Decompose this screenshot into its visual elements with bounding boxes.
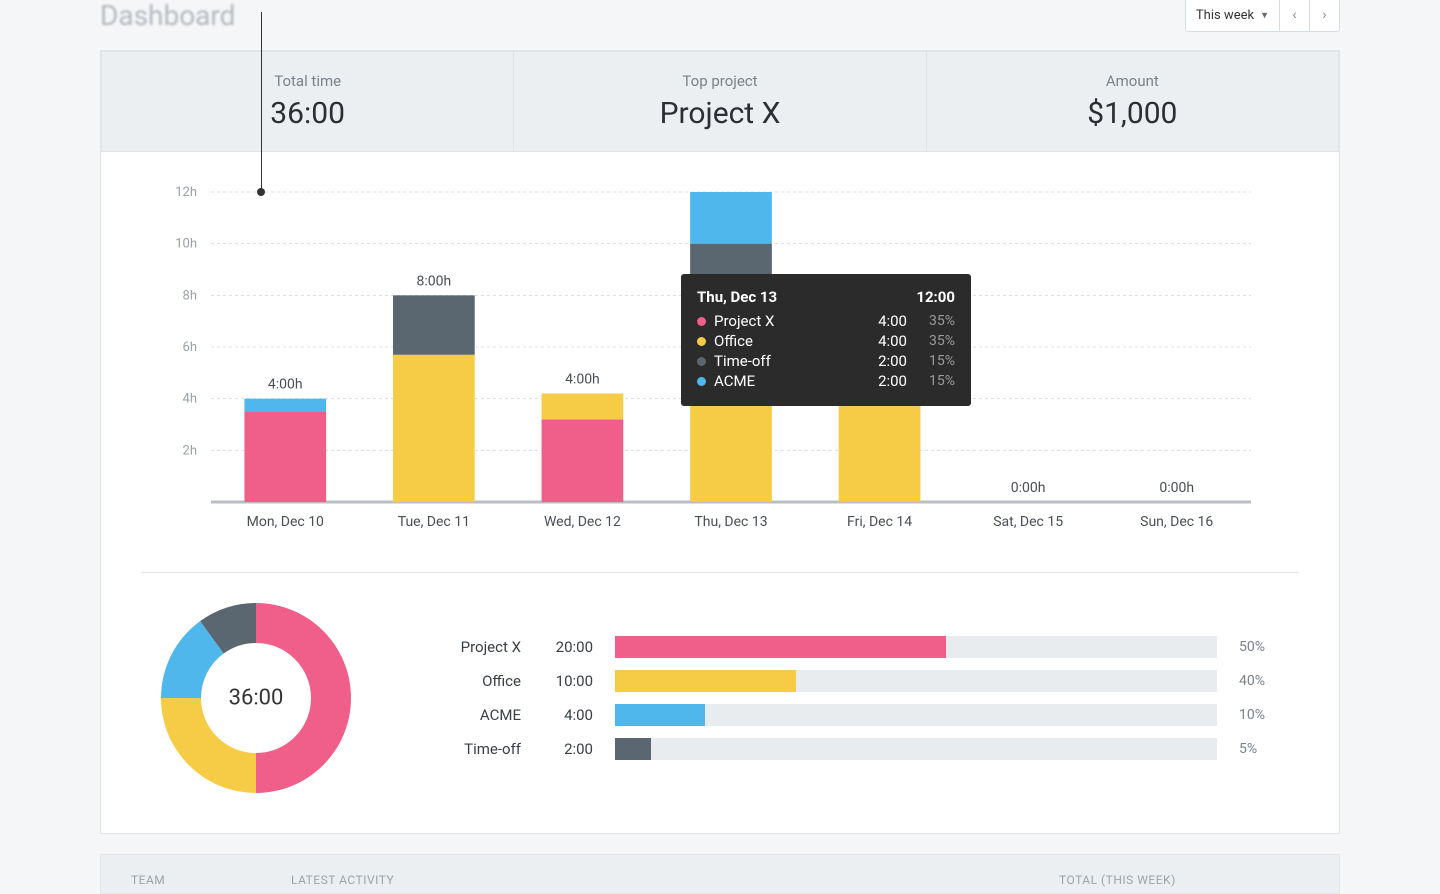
breakdown-time: 4:00	[543, 706, 593, 724]
tooltip-day: Thu, Dec 13	[697, 288, 777, 306]
summary-row: Total time 36:00 Top project Project X Amoun…	[101, 51, 1339, 152]
breakdown-name: ACME	[411, 706, 521, 724]
breakdown-section: 36:00 Project X 20:00 50% Office 10:00 40% ACM…	[101, 573, 1339, 833]
tooltip-item-time: 2:00	[863, 372, 907, 390]
col-latest-activity: LATEST ACTIVITY	[291, 873, 1059, 893]
donut-slice	[161, 698, 256, 793]
svg-text:Tue, Dec 11: Tue, Dec 11	[398, 514, 470, 530]
donut-chart: 36:00	[161, 603, 351, 793]
tooltip-item-pct: 15%	[915, 373, 955, 389]
summary-cell: Total time 36:00	[102, 52, 514, 151]
tooltip-item-pct: 35%	[915, 313, 955, 329]
breakdown-bar-fill	[615, 738, 651, 760]
annotation-line	[261, 12, 262, 192]
breakdown-row: ACME 4:00 10%	[411, 704, 1279, 726]
svg-text:10h: 10h	[175, 237, 197, 252]
tooltip-item-time: 4:00	[863, 332, 907, 350]
svg-text:8h: 8h	[183, 288, 197, 303]
period-label: This week	[1196, 8, 1254, 23]
svg-text:4:00h: 4:00h	[565, 372, 600, 388]
breakdown-bar-fill	[615, 670, 796, 692]
svg-text:12h: 12h	[175, 185, 197, 200]
breakdown-bar	[615, 670, 1217, 692]
dashboard-card: Total time 36:00 Top project Project X Amoun…	[100, 50, 1340, 834]
breakdown-name: Office	[411, 672, 521, 690]
period-prev-button[interactable]: ‹	[1279, 0, 1309, 31]
col-team: TEAM	[131, 873, 291, 893]
summary-label: Top project	[524, 72, 915, 90]
breakdown-pct: 50%	[1239, 639, 1279, 655]
tooltip-item-name: Time-off	[714, 352, 855, 370]
breakdown-bar-fill	[615, 636, 946, 658]
breakdown-row: Office 10:00 40%	[411, 670, 1279, 692]
tooltip-total: 12:00	[916, 288, 955, 306]
svg-text:0:00h: 0:00h	[1011, 480, 1046, 496]
tooltip-item-time: 2:00	[863, 352, 907, 370]
breakdown-time: 2:00	[543, 740, 593, 758]
tooltip-item-pct: 15%	[915, 353, 955, 369]
tooltip-row: Office 4:00 35%	[697, 332, 955, 350]
project-breakdown-list: Project X 20:00 50% Office 10:00 40% ACME 4:00 1…	[411, 624, 1279, 772]
svg-text:Thu, Dec 13: Thu, Dec 13	[694, 514, 767, 530]
breakdown-row: Time-off 2:00 5%	[411, 738, 1279, 760]
breakdown-pct: 5%	[1239, 741, 1279, 757]
team-card-header: TEAM LATEST ACTIVITY TOTAL (THIS WEEK)	[100, 854, 1340, 894]
breakdown-bar	[615, 704, 1217, 726]
chart-tooltip: Thu, Dec 13 12:00 Project X 4:00 35% Office 4:…	[681, 274, 971, 406]
summary-cell: Amount $1,000	[927, 52, 1338, 151]
summary-cell: Top project Project X	[514, 52, 926, 151]
legend-dot-icon	[697, 317, 706, 326]
breakdown-pct: 10%	[1239, 707, 1279, 723]
summary-label: Total time	[112, 72, 503, 90]
breakdown-bar	[615, 636, 1217, 658]
time-bar-chart: 2h 4h 6h 8h 10h 12h 4:00h Mon, Dec 10 8:00h Tue, …	[101, 152, 1339, 572]
summary-value: 36:00	[112, 96, 503, 131]
tooltip-item-name: ACME	[714, 372, 855, 390]
summary-label: Amount	[937, 72, 1328, 90]
breakdown-name: Project X	[411, 638, 521, 656]
svg-text:12:00h: 12:00h	[710, 182, 753, 186]
svg-text:Sat, Dec 15: Sat, Dec 15	[993, 514, 1063, 530]
period-next-button[interactable]: ›	[1309, 0, 1339, 31]
summary-value: Project X	[524, 96, 915, 131]
breakdown-row: Project X 20:00 50%	[411, 636, 1279, 658]
period-select[interactable]: This week ▼	[1186, 0, 1279, 31]
tooltip-item-time: 4:00	[863, 312, 907, 330]
legend-dot-icon	[697, 357, 706, 366]
legend-dot-icon	[697, 337, 706, 346]
annotation-dot	[257, 188, 265, 196]
tooltip-row: Project X 4:00 35%	[697, 312, 955, 330]
donut-center-value: 36:00	[229, 686, 284, 711]
tooltip-item-name: Office	[714, 332, 855, 350]
svg-text:4:00h: 4:00h	[268, 377, 303, 393]
breakdown-time: 20:00	[543, 638, 593, 656]
period-picker: This week ▼ ‹ ›	[1185, 0, 1340, 32]
svg-text:8:00h: 8:00h	[416, 273, 451, 289]
breakdown-pct: 40%	[1239, 673, 1279, 689]
breakdown-time: 10:00	[543, 672, 593, 690]
legend-dot-icon	[697, 377, 706, 386]
breakdown-name: Time-off	[411, 740, 521, 758]
breakdown-bar-fill	[615, 704, 705, 726]
caret-down-icon: ▼	[1260, 10, 1269, 21]
tooltip-row: ACME 2:00 15%	[697, 372, 955, 390]
svg-text:6h: 6h	[183, 340, 197, 355]
summary-value: $1,000	[937, 96, 1328, 131]
col-total: TOTAL (THIS WEEK)	[1059, 873, 1309, 893]
svg-text:Fri, Dec 14: Fri, Dec 14	[847, 514, 912, 530]
breakdown-bar	[615, 738, 1217, 760]
svg-text:Wed, Dec 12: Wed, Dec 12	[544, 514, 621, 530]
tooltip-row: Time-off 2:00 15%	[697, 352, 955, 370]
svg-text:Sun, Dec 16: Sun, Dec 16	[1140, 514, 1213, 530]
tooltip-item-pct: 35%	[915, 333, 955, 349]
svg-text:Mon, Dec 10: Mon, Dec 10	[247, 514, 324, 530]
svg-text:0:00h: 0:00h	[1159, 480, 1194, 496]
page-title: Dashboard	[100, 0, 235, 32]
svg-text:2h: 2h	[183, 443, 197, 458]
tooltip-item-name: Project X	[714, 312, 855, 330]
svg-text:4h: 4h	[183, 392, 197, 407]
